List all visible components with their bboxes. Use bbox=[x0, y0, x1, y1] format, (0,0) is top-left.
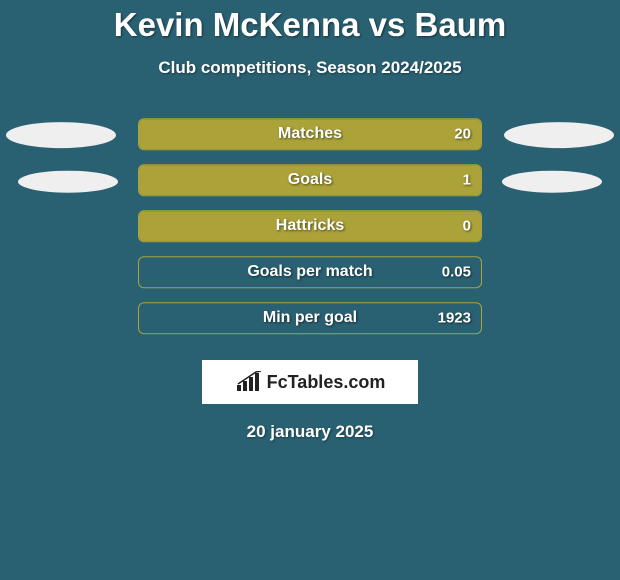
stat-row: Matches 20 bbox=[0, 116, 620, 162]
right-ellipse bbox=[504, 122, 614, 148]
stat-rows: Matches 20 Goals 1 Hattricks 0 Goals per match… bbox=[0, 116, 620, 346]
brand-box[interactable]: FcTables.com bbox=[202, 360, 418, 404]
page-subtitle: Club competitions, Season 2024/2025 bbox=[0, 58, 620, 78]
stat-label: Matches bbox=[278, 125, 342, 143]
brand-text: FcTables.com bbox=[267, 372, 386, 393]
stat-row: Goals 1 bbox=[0, 162, 620, 208]
date-line: 20 january 2025 bbox=[0, 422, 620, 442]
stat-value: 20 bbox=[454, 126, 471, 143]
right-ellipse bbox=[502, 171, 602, 193]
stat-row: Hattricks 0 bbox=[0, 208, 620, 254]
stat-row: Min per goal 1923 bbox=[0, 300, 620, 346]
stat-bar: Goals per match 0.05 bbox=[138, 256, 482, 288]
stat-value: 0 bbox=[463, 218, 471, 235]
stat-value: 0.05 bbox=[442, 264, 471, 281]
stat-bar: Matches 20 bbox=[138, 118, 482, 150]
stat-value: 1923 bbox=[438, 310, 471, 327]
left-ellipse bbox=[6, 122, 116, 148]
stat-label: Goals per match bbox=[247, 263, 372, 281]
page-title: Kevin McKenna vs Baum bbox=[0, 0, 620, 44]
stat-label: Goals bbox=[288, 171, 332, 189]
stat-row: Goals per match 0.05 bbox=[0, 254, 620, 300]
left-ellipse bbox=[18, 171, 118, 193]
stat-bar: Goals 1 bbox=[138, 164, 482, 196]
stat-label: Min per goal bbox=[263, 309, 357, 327]
chart-icon bbox=[235, 371, 263, 393]
stat-value: 1 bbox=[463, 172, 471, 189]
stat-bar: Hattricks 0 bbox=[138, 210, 482, 242]
stat-bar: Min per goal 1923 bbox=[138, 302, 482, 334]
stat-label: Hattricks bbox=[276, 217, 344, 235]
